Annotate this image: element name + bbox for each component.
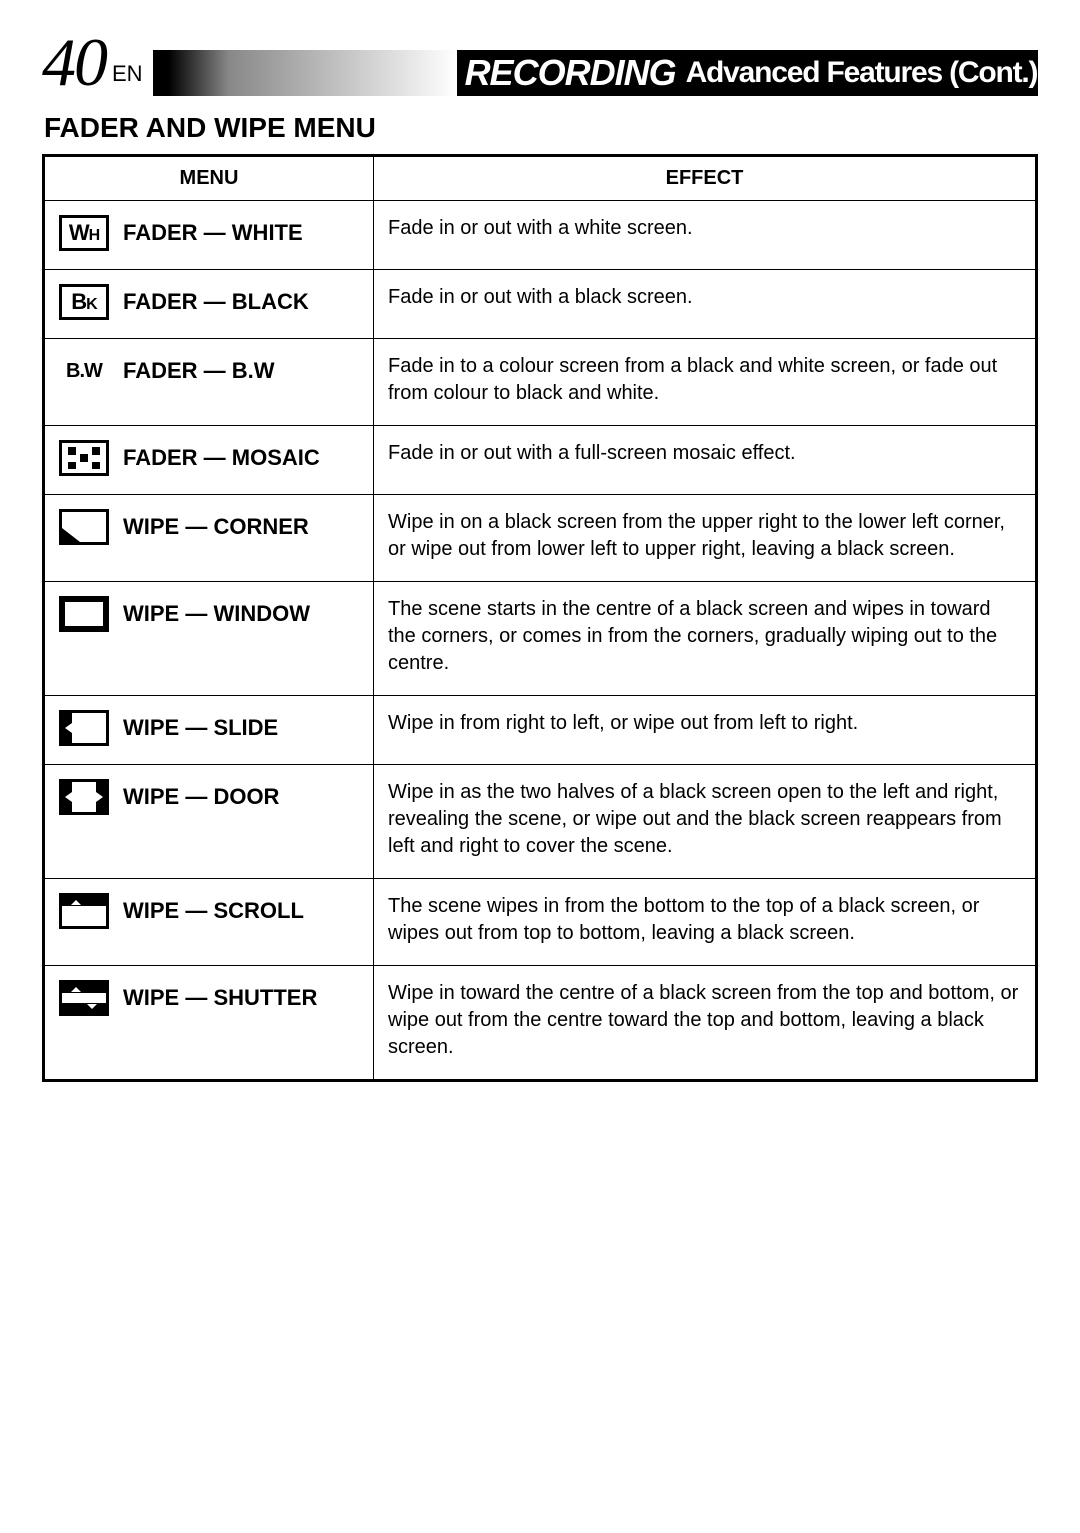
menu-row: WIPE — WINDOW (59, 596, 359, 632)
effect-text: Fade in or out with a black screen. (388, 284, 1021, 311)
table-row: WH FADER — WHITE Fade in or out with a whi… (44, 201, 1037, 270)
menu-cell: WH FADER — WHITE (44, 201, 374, 270)
page-number: 40 (42, 28, 106, 96)
language-code: EN (112, 61, 143, 87)
menu-cell: WIPE — SHUTTER (44, 966, 374, 1081)
effect-text: Wipe in on a black screen from the upper… (388, 509, 1021, 563)
corner-icon (59, 509, 109, 545)
menu-row: WH FADER — WHITE (59, 215, 359, 251)
effect-cell: Fade in or out with a full-screen mosaic… (374, 426, 1037, 495)
table-row: WIPE — SHUTTER Wipe in toward the centre … (44, 966, 1037, 1081)
menu-label: FADER — WHITE (123, 220, 303, 246)
effect-cell: Fade in or out with a white screen. (374, 201, 1037, 270)
table-row: WIPE — SLIDE Wipe in from right to left, … (44, 696, 1037, 765)
section-title: FADER AND WIPE MENU (44, 112, 1038, 144)
menu-label: FADER — BLACK (123, 289, 309, 315)
menu-cell: FADER — MOSAIC (44, 426, 374, 495)
fader-wipe-table: MENU EFFECT WH FADER — WHITE Fade in or ou… (42, 154, 1038, 1082)
effect-text: Wipe in toward the centre of a black scr… (388, 980, 1021, 1061)
menu-row: WIPE — SHUTTER (59, 980, 359, 1016)
menu-row: FADER — MOSAIC (59, 440, 359, 476)
menu-cell: BK FADER — BLACK (44, 270, 374, 339)
col-header-menu: MENU (44, 156, 374, 201)
menu-row: B.W FADER — B.W (59, 353, 359, 389)
effect-cell: Fade in or out with a black screen. (374, 270, 1037, 339)
menu-row: WIPE — SCROLL (59, 893, 359, 929)
effect-text: The scene wipes in from the bottom to th… (388, 893, 1021, 947)
shutter-icon (59, 980, 109, 1016)
menu-label: WIPE — CORNER (123, 514, 309, 540)
menu-label: WIPE — SHUTTER (123, 985, 317, 1011)
mosaic-icon (59, 440, 109, 476)
effect-text: Fade in or out with a white screen. (388, 215, 1021, 242)
menu-row: WIPE — CORNER (59, 509, 359, 545)
menu-cell: WIPE — DOOR (44, 765, 374, 879)
page-header: 40 EN RECORDING Advanced Features (Cont.… (42, 38, 1038, 96)
table-row: WIPE — CORNER Wipe in on a black screen f… (44, 495, 1037, 582)
window-icon (59, 596, 109, 632)
col-header-effect: EFFECT (374, 156, 1037, 201)
menu-row: WIPE — DOOR (59, 779, 359, 815)
effect-text: Fade in or out with a full-screen mosaic… (388, 440, 1021, 467)
bw-icon: B.W (59, 353, 109, 389)
effect-text: Wipe in from right to left, or wipe out … (388, 710, 1021, 737)
effect-cell: Fade in to a colour screen from a black … (374, 339, 1037, 426)
table-row: FADER — MOSAIC Fade in or out with a full… (44, 426, 1037, 495)
table-row: WIPE — DOOR Wipe in as the two halves of … (44, 765, 1037, 879)
menu-label: FADER — MOSAIC (123, 445, 320, 471)
section-main-title: RECORDING (465, 52, 676, 94)
gradient-bar (153, 50, 457, 96)
effect-cell: The scene wipes in from the bottom to th… (374, 879, 1037, 966)
manual-page: 40 EN RECORDING Advanced Features (Cont.… (0, 0, 1080, 1124)
title-block: RECORDING Advanced Features (Cont.) (457, 50, 1038, 96)
effect-cell: Wipe in from right to left, or wipe out … (374, 696, 1037, 765)
effect-text: Fade in to a colour screen from a black … (388, 353, 1021, 407)
table-row: WIPE — WINDOW The scene starts in the cen… (44, 582, 1037, 696)
menu-label: FADER — B.W (123, 358, 275, 384)
menu-label: WIPE — SCROLL (123, 898, 304, 924)
table-row: WIPE — SCROLL The scene wipes in from the… (44, 879, 1037, 966)
menu-row: BK FADER — BLACK (59, 284, 359, 320)
section-sub-title: Advanced Features (Cont.) (686, 56, 1038, 90)
effect-text: The scene starts in the centre of a blac… (388, 596, 1021, 677)
menu-cell: WIPE — CORNER (44, 495, 374, 582)
menu-label: WIPE — WINDOW (123, 601, 310, 627)
scroll-icon (59, 893, 109, 929)
menu-cell: WIPE — WINDOW (44, 582, 374, 696)
slide-icon (59, 710, 109, 746)
menu-cell: WIPE — SLIDE (44, 696, 374, 765)
menu-cell: WIPE — SCROLL (44, 879, 374, 966)
menu-label: WIPE — DOOR (123, 784, 279, 810)
effect-text: Wipe in as the two halves of a black scr… (388, 779, 1021, 860)
door-icon (59, 779, 109, 815)
menu-label: WIPE — SLIDE (123, 715, 278, 741)
wh-icon: WH (59, 215, 109, 251)
effect-cell: The scene starts in the centre of a blac… (374, 582, 1037, 696)
effect-cell: Wipe in toward the centre of a black scr… (374, 966, 1037, 1081)
menu-cell: B.W FADER — B.W (44, 339, 374, 426)
table-row: B.W FADER — B.W Fade in to a colour screen… (44, 339, 1037, 426)
table-row: BK FADER — BLACK Fade in or out with a bla… (44, 270, 1037, 339)
menu-row: WIPE — SLIDE (59, 710, 359, 746)
effect-cell: Wipe in as the two halves of a black scr… (374, 765, 1037, 879)
page-number-block: 40 EN (42, 28, 143, 96)
effect-cell: Wipe in on a black screen from the upper… (374, 495, 1037, 582)
bk-icon: BK (59, 284, 109, 320)
